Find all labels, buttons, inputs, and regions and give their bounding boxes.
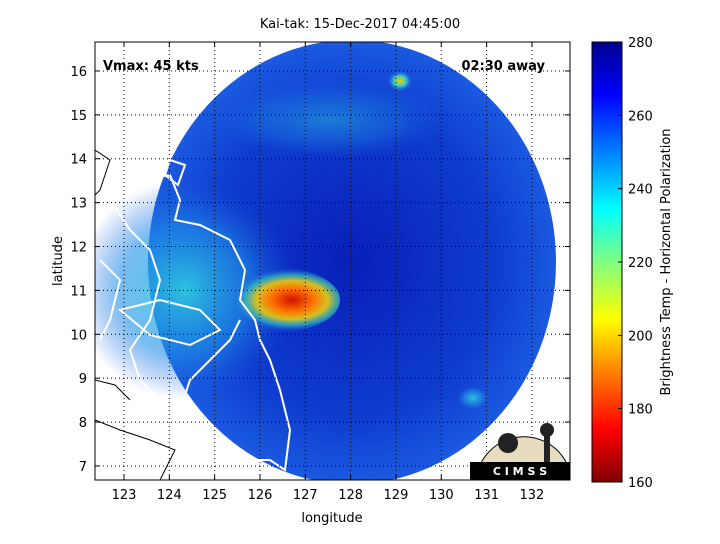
y-tick-label: 13	[70, 197, 87, 212]
colorbar	[591, 41, 623, 483]
colorbar-tick-label: 200	[628, 329, 653, 344]
y-tick-label: 16	[70, 65, 87, 80]
colorbar-tick-label: 260	[628, 109, 653, 124]
convection	[388, 71, 412, 91]
y-tick-label: 15	[70, 109, 87, 124]
storm-core	[220, 268, 340, 332]
y-tick-label: 14	[70, 153, 87, 168]
x-tick-label: 130	[429, 488, 454, 503]
warm-region	[95, 180, 295, 400]
y-tick-label: 7	[79, 460, 87, 475]
x-tick-label: 126	[248, 488, 273, 503]
colorbar-tick-label: 240	[628, 183, 653, 198]
y-tick-label: 10	[70, 328, 87, 343]
y-tick-label: 12	[70, 241, 87, 256]
y-tick-label: 11	[70, 284, 87, 299]
y-tick-label: 9	[79, 372, 87, 387]
cimss-logo: C I M S S	[470, 423, 570, 481]
y-axis-label: latitude	[51, 236, 66, 286]
logo-text: C I M S S	[493, 465, 547, 478]
plot-frame	[94, 41, 571, 481]
x-tick-label: 127	[293, 488, 318, 503]
x-tick-label: 129	[384, 488, 409, 503]
y-tick-label: 8	[79, 416, 87, 431]
x-tick-label: 124	[157, 488, 182, 503]
colorbar-tick-label: 280	[628, 36, 653, 51]
x-axis-label: longitude	[301, 511, 362, 526]
coastlines-outside	[95, 149, 176, 480]
colorbar-label: Brightness Temp - Horizontal Polarizatio…	[659, 128, 674, 395]
title: Kai-tak: 15-Dec-2017 04:45:00	[260, 17, 460, 32]
coastlines	[97, 158, 292, 472]
colorbar-tick-label: 180	[628, 403, 653, 418]
x-tick-label: 123	[112, 488, 137, 503]
imagery	[95, 42, 556, 480]
vmax-annotation: Vmax: 45 kts	[103, 59, 199, 74]
x-tick-label: 131	[474, 488, 499, 503]
x-tick-label: 132	[520, 488, 545, 503]
rainband	[210, 80, 450, 160]
time-annotation: 02:30 away	[461, 59, 545, 74]
x-tick-label: 128	[338, 488, 363, 503]
convection	[457, 386, 489, 410]
colorbar-tick-label: 160	[628, 476, 653, 491]
colorbar-tick-label: 220	[628, 256, 653, 271]
x-tick-label: 125	[202, 488, 227, 503]
